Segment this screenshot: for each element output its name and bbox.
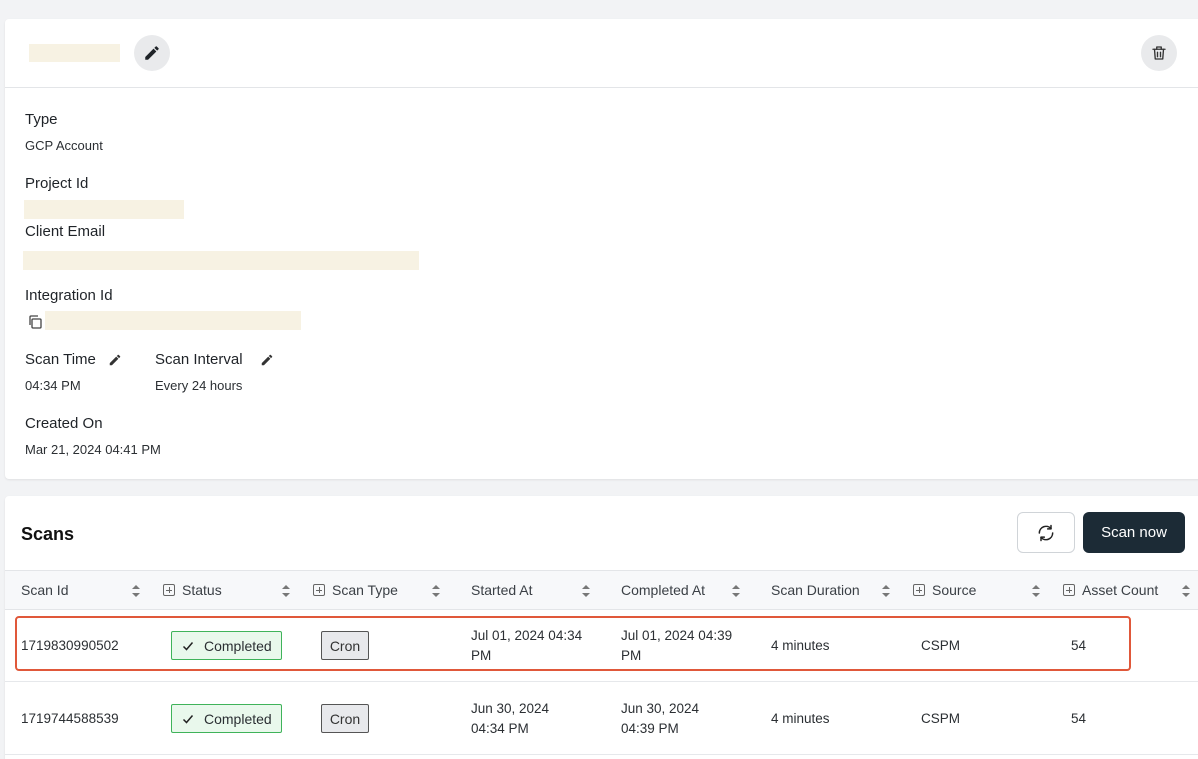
cell-scan-id: 1719830990502 (21, 638, 119, 653)
cell-completed-at: Jul 01, 2024 04:39 PM (621, 626, 732, 666)
trash-icon (1152, 46, 1166, 60)
integration-name-redacted (29, 44, 120, 62)
sort-icon[interactable] (1031, 583, 1041, 599)
expand-plus-icon[interactable] (163, 584, 175, 596)
delete-button[interactable] (1141, 35, 1177, 71)
scan-now-button[interactable]: Scan now (1083, 512, 1185, 553)
cell-asset-count: 54 (1071, 711, 1087, 726)
sort-icon[interactable] (581, 583, 591, 599)
scan-time-label: Scan Time (25, 351, 96, 368)
column-header-scan-type[interactable]: Scan Type (313, 571, 398, 609)
column-label: Asset Count (1082, 582, 1159, 598)
cell-completed-at: Jun 30, 2024 04:39 PM (621, 699, 699, 739)
expand-plus-icon[interactable] (313, 584, 325, 596)
cell-asset-count: 54 (1071, 638, 1087, 653)
sort-icon[interactable] (281, 583, 291, 599)
completed-at-time: 04:39 PM (621, 721, 679, 736)
type-label: Type (25, 111, 58, 128)
cell-source: CSPM (921, 711, 961, 726)
scan-type-badge: Cron (321, 631, 369, 660)
scan-type-badge: Cron (321, 704, 369, 733)
refresh-button[interactable] (1017, 512, 1075, 553)
status-badge: Completed (171, 631, 282, 660)
project-id-label: Project Id (25, 175, 89, 192)
status-label: Completed (204, 637, 272, 654)
client-email-label: Client Email (25, 223, 106, 240)
table-row[interactable]: 1719830990502 Completed Cron Jul 01, 202… (5, 610, 1198, 682)
column-header-scan-id[interactable]: Scan Id (21, 571, 68, 609)
sort-icon[interactable] (1181, 583, 1191, 599)
sort-icon[interactable] (731, 583, 741, 599)
edit-name-button[interactable] (134, 35, 170, 71)
status-label: Completed (204, 710, 272, 727)
status-badge: Completed (171, 704, 282, 733)
started-at-time: 04:34 PM (471, 721, 529, 736)
column-label: Completed At (621, 582, 706, 598)
completed-at-time: PM (621, 648, 642, 663)
client-email-value-redacted (23, 251, 419, 270)
check-icon (182, 641, 194, 651)
pencil-icon (145, 46, 159, 60)
column-label: Scan Duration (771, 582, 860, 598)
type-value: GCP Account (25, 138, 103, 153)
created-on-value: Mar 21, 2024 04:41 PM (25, 442, 161, 457)
sort-icon[interactable] (431, 583, 441, 599)
column-label: Started At (471, 582, 533, 598)
started-at-date: Jul 01, 2024 04:34 (471, 628, 583, 643)
integration-id-value-redacted (45, 311, 301, 330)
expand-plus-icon[interactable] (913, 584, 925, 596)
column-label: Scan Id (21, 582, 69, 598)
scans-table-header: Scan Id Status Scan Type Started At Comp… (5, 570, 1198, 610)
sort-icon[interactable] (131, 583, 141, 599)
column-header-status[interactable]: Status (163, 571, 222, 609)
copy-icon[interactable] (27, 314, 43, 330)
cell-duration: 4 minutes (771, 711, 830, 726)
column-header-source[interactable]: Source (913, 571, 976, 609)
expand-plus-icon[interactable] (1063, 584, 1075, 596)
column-label: Status (182, 582, 222, 598)
cell-scan-id: 1719744588539 (21, 711, 119, 726)
cell-duration: 4 minutes (771, 638, 830, 653)
scans-title: Scans (21, 524, 75, 544)
started-at-date: Jun 30, 2024 (471, 701, 550, 716)
details-header (5, 19, 1198, 88)
cell-source: CSPM (921, 638, 961, 653)
scans-card: Scans Scan now Scan Id Status Scan Type … (5, 496, 1198, 759)
integration-details-card: Type GCP Account Project Id Client Email… (5, 19, 1198, 479)
column-label: Scan Type (332, 582, 398, 598)
column-header-started-at[interactable]: Started At (471, 571, 532, 609)
table-row[interactable]: 1719744588539 Completed Cron Jun 30, 202… (5, 683, 1198, 755)
scan-time-value: 04:34 PM (25, 378, 81, 393)
cell-started-at: Jul 01, 2024 04:34 PM (471, 626, 582, 666)
project-id-value-redacted (24, 200, 184, 219)
column-label: Source (932, 582, 977, 598)
column-header-asset-count[interactable]: Asset Count (1063, 571, 1158, 609)
scan-interval-label: Scan Interval (155, 351, 243, 368)
created-on-label: Created On (25, 415, 103, 432)
check-icon (182, 714, 194, 724)
column-header-scan-duration[interactable]: Scan Duration (771, 571, 860, 609)
started-at-time: PM (471, 648, 492, 663)
completed-at-date: Jun 30, 2024 (621, 701, 700, 716)
sort-icon[interactable] (881, 583, 891, 599)
completed-at-date: Jul 01, 2024 04:39 (621, 628, 733, 643)
edit-scan-interval-pencil-icon[interactable] (260, 353, 274, 367)
integration-id-label: Integration Id (25, 287, 113, 304)
column-header-completed-at[interactable]: Completed At (621, 571, 705, 609)
scan-interval-value: Every 24 hours (155, 378, 243, 393)
refresh-icon (1038, 524, 1054, 541)
cell-started-at: Jun 30, 2024 04:34 PM (471, 699, 549, 739)
edit-scan-time-pencil-icon[interactable] (108, 353, 122, 367)
